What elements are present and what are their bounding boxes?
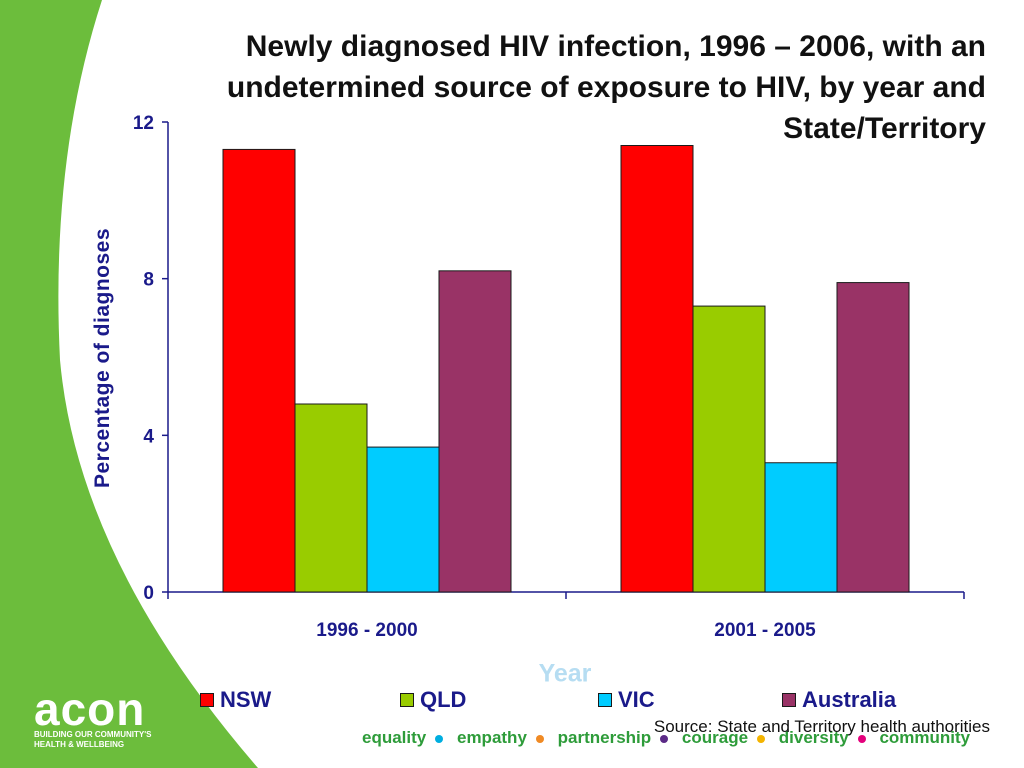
value-word: equality bbox=[362, 728, 427, 747]
legend-label-nsw: NSW bbox=[220, 687, 272, 712]
values-banner: equality empathy partnership courage div… bbox=[362, 728, 970, 748]
bars bbox=[222, 145, 910, 593]
legend-swatch-vic bbox=[598, 693, 612, 707]
acon-logo: acon BUILDING OUR COMMUNITY'S HEALTH & W… bbox=[34, 683, 184, 750]
bar-vic-2 bbox=[764, 462, 838, 593]
legend-item-vic: VIC bbox=[598, 686, 655, 714]
legend-label-qld: QLD bbox=[420, 687, 467, 712]
value-word: partnership bbox=[557, 728, 652, 747]
value-dot bbox=[535, 734, 544, 743]
y-tick-label: 8 bbox=[143, 270, 154, 291]
y-axis-label: Percentage of diagnoses bbox=[91, 227, 114, 489]
bar-qld-2 bbox=[692, 305, 766, 593]
value-word: courage bbox=[681, 728, 749, 747]
legend-label-australia: Australia bbox=[802, 687, 897, 712]
bar-australia-1 bbox=[438, 270, 512, 593]
value-dot bbox=[660, 734, 669, 743]
bar-australia-2 bbox=[836, 282, 910, 593]
value-dot bbox=[435, 734, 444, 743]
chart-title: Newly diagnosed HIV infection, 1996 – 20… bbox=[226, 30, 986, 145]
legend-swatch-australia bbox=[782, 693, 796, 707]
x-tick-label: 1996 - 2000 bbox=[316, 620, 417, 641]
bar-nsw-2 bbox=[620, 145, 694, 593]
legend-item-australia: Australia bbox=[782, 686, 896, 714]
bar-nsw-1 bbox=[222, 148, 296, 593]
value-word: empathy bbox=[456, 728, 527, 747]
legend-label-vic: VIC bbox=[618, 687, 655, 712]
y-tick-label: 0 bbox=[143, 583, 154, 604]
logo-tagline: BUILDING OUR COMMUNITY'S HEALTH & WELLBE… bbox=[34, 730, 152, 749]
value-word: diversity bbox=[778, 728, 849, 747]
bar-vic-1 bbox=[366, 446, 440, 593]
x-tick-label: 2001 - 2005 bbox=[714, 620, 816, 641]
green-side-band bbox=[0, 0, 258, 768]
logo-wordmark: acon bbox=[34, 683, 146, 735]
value-dot bbox=[757, 734, 766, 743]
legend: NSW QLD VIC Australia bbox=[200, 686, 960, 716]
value-word: community bbox=[879, 728, 971, 747]
legend-item-qld: QLD bbox=[400, 686, 466, 714]
legend-swatch-qld bbox=[400, 693, 414, 707]
tick-labels: 0 4 8 12 1996 - 2000 2001 - 2005 bbox=[133, 113, 816, 641]
x-axis-label: Year bbox=[538, 659, 592, 688]
source-note: Source: State and Territory health autho… bbox=[653, 717, 990, 736]
legend-swatch-nsw bbox=[200, 693, 214, 707]
legend-item-nsw: NSW bbox=[200, 686, 271, 714]
bar-qld-1 bbox=[294, 403, 368, 593]
y-tick-label: 12 bbox=[133, 113, 154, 134]
value-dot bbox=[857, 734, 866, 743]
y-tick-label: 4 bbox=[143, 426, 154, 447]
